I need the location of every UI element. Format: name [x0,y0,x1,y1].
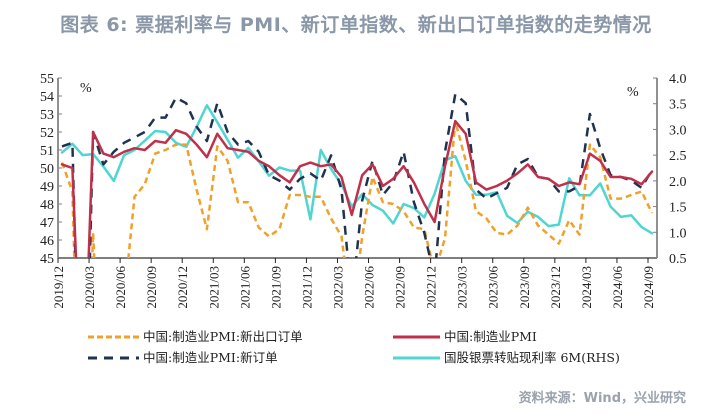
left-tick-label: 50 [40,162,54,177]
left-tick-label: 47 [40,216,54,231]
right-tick-label: 1.5 [669,201,687,216]
x-tick-label: 2021/12 [299,266,314,309]
legend-label-0: 中国:制造业PMI:新出口订单 [143,329,303,344]
x-tick-label: 2024/06 [610,266,625,309]
legend: 中国:制造业PMI:新出口订单 中国:制造业PMI 中国:制造业PMI:新订单 国股银… [88,329,620,365]
x-tick-label: 2024/09 [641,266,656,309]
x-tick-label: 2022/06 [362,266,377,309]
x-tick-label: 2023/12 [548,266,563,309]
x-tick-label: 2020/12 [175,266,190,309]
series-group [60,92,654,258]
x-tick-label: 2020/03 [82,266,97,309]
x-tick-label: 2020/09 [144,266,159,309]
x-tick-label: 2022/03 [330,266,345,309]
source-note: 资料来源：Wind，兴业研究 [518,391,686,406]
x-tick-label: 2023/03 [455,266,470,309]
x-tick-label: 2021/03 [206,266,221,309]
axes: 45 46 47 48 49 50 51 52 53 54 55 0.5 1.0 1.5 2.0 2.5 3.0… [40,72,687,309]
x-tick-label: 2022/09 [393,266,408,309]
x-tick-label: 2021/06 [237,266,252,309]
right-tick-label: 1.0 [669,226,687,241]
left-tick-label: 52 [40,126,54,141]
left-tick-label: 53 [40,108,54,123]
right-unit-label: % [627,85,639,100]
chart-title: 图表 6: 票据利率与 PMI、新订单指数、新出口订单指数的走势情况 [60,14,652,36]
right-tick-label: 0.5 [669,252,687,267]
right-tick-label: 3.5 [669,98,687,113]
x-tick-label: 2023/09 [517,266,532,309]
x-tick-label: 2022/12 [424,266,439,309]
left-tick-label: 46 [40,234,54,249]
series-line-1 [60,119,654,258]
left-tick-label: 49 [40,180,54,195]
x-tick-label: 2023/06 [486,266,501,309]
x-tick-label: 2020/06 [113,266,128,309]
left-tick-label: 51 [40,144,54,159]
legend-label-2: 中国:制造业PMI:新订单 [143,350,278,365]
x-tick-label: 2024/03 [579,266,594,309]
left-tick-label: 48 [40,198,54,213]
legend-label-1: 中国:制造业PMI [444,329,537,344]
right-tick-label: 4.0 [669,72,687,87]
right-tick-label: 2.0 [669,175,687,190]
left-tick-label: 45 [40,252,54,267]
left-unit-label: % [80,81,92,96]
left-tick-label: 54 [40,90,54,105]
series-line-2 [61,92,654,258]
x-tick-label: 2019/12 [51,266,66,309]
right-tick-label: 2.5 [669,149,687,164]
series-line-0 [60,119,654,258]
series-line-3 [60,104,654,235]
legend-label-3: 国股银票转贴现利率 6M(RHS) [444,350,620,365]
right-tick-label: 3.0 [669,123,687,138]
x-tick-label: 2021/09 [268,266,283,309]
left-tick-label: 55 [40,72,54,87]
